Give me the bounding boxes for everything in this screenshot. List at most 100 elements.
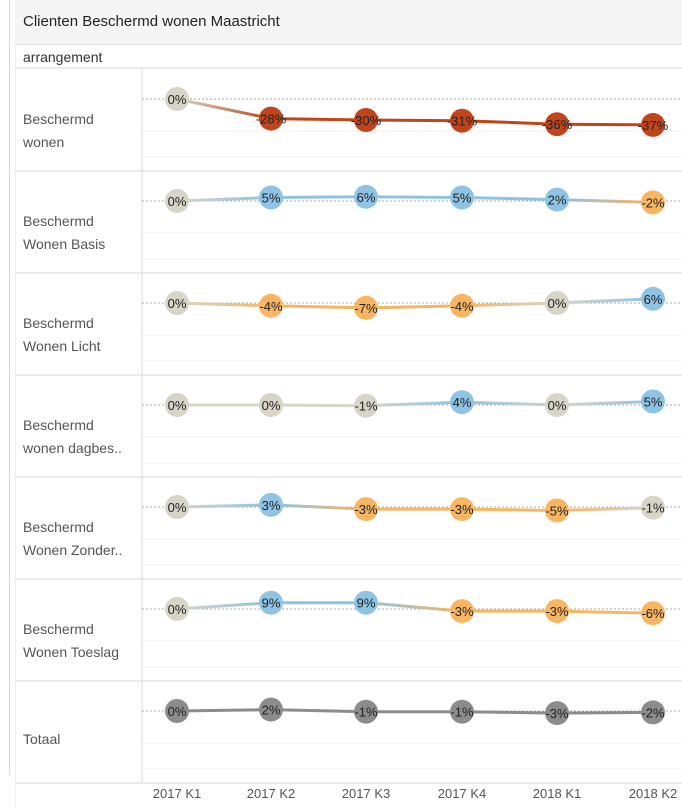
data-label: 3%: [262, 498, 281, 513]
series-line-segment: [175, 503, 273, 509]
data-label: 9%: [357, 596, 376, 611]
row-label-2-line-2: Wonen Basis: [23, 236, 105, 252]
x-tick-label: 2017 K2: [247, 786, 295, 801]
data-label: 0%: [548, 398, 567, 413]
data-point: [545, 599, 569, 624]
row-header-label: arrangement: [23, 49, 103, 65]
data-label: -1%: [450, 705, 474, 720]
data-label: -2%: [641, 195, 665, 210]
data-point: [641, 495, 665, 520]
series-line-segment: [175, 708, 273, 713]
data-point: [450, 497, 474, 522]
series-line-segment: [175, 196, 273, 203]
data-point: [259, 393, 283, 417]
data-point: [545, 701, 569, 726]
data-label: 0%: [168, 704, 187, 719]
data-label: -2%: [641, 705, 665, 720]
data-point: [354, 590, 378, 615]
data-point: [545, 291, 569, 315]
data-label: -6%: [641, 606, 665, 621]
data-point: [165, 495, 189, 519]
x-tick-label: 2018 K1: [533, 786, 581, 801]
data-label: 0%: [168, 602, 187, 617]
data-label: -30%: [351, 113, 382, 128]
series-line-segment: [269, 117, 368, 122]
series-line-segment: [364, 118, 464, 123]
data-point: [450, 108, 474, 133]
data-label: 5%: [453, 191, 472, 206]
series-line-segment: [555, 400, 655, 407]
data-label: 9%: [262, 596, 281, 611]
data-point: [545, 187, 569, 212]
data-label: -4%: [450, 299, 474, 314]
series-line-segment: [555, 297, 655, 305]
series-line-segment: [555, 122, 655, 127]
title-bar: Clienten Beschermd wonen Maastricht: [15, 0, 682, 45]
x-tick-label: 2017 K4: [438, 786, 486, 801]
data-point: [259, 185, 283, 210]
data-point: [450, 699, 474, 724]
series-line-segment: [175, 301, 273, 308]
series-line-segment: [269, 304, 368, 310]
data-label: -1%: [354, 705, 378, 720]
x-tick-label: 2018 K2: [629, 786, 677, 801]
data-point: [641, 286, 665, 311]
data-point: [165, 189, 189, 213]
data-point: [354, 393, 378, 418]
data-label: -3%: [545, 604, 569, 619]
data-point: [354, 295, 378, 320]
data-label: -31%: [447, 114, 478, 129]
data-point: [450, 185, 474, 210]
series-line-segment: [175, 97, 273, 121]
row-label-3-line-1: Beschermd: [23, 315, 94, 331]
data-label: -5%: [545, 504, 569, 519]
row-label-2-line-1: Beschermd: [23, 213, 94, 229]
series-line-segment: [364, 304, 464, 310]
x-tick-label: 2017 K1: [153, 786, 201, 801]
series-line-segment: [555, 710, 655, 715]
series-line-segment: [364, 601, 464, 613]
data-point: [165, 291, 189, 315]
left-panel-edge: [0, 0, 10, 775]
data-point: [259, 293, 283, 318]
data-label: 5%: [644, 395, 663, 410]
series-line-segment: [460, 196, 559, 202]
data-label: -36%: [542, 117, 573, 132]
series-line-segment: [460, 400, 559, 407]
x-tick-label: 2017 K3: [342, 786, 390, 801]
data-label: 5%: [262, 191, 281, 206]
data-label: -37%: [638, 118, 669, 133]
data-point: [259, 590, 283, 615]
data-point: [641, 389, 665, 414]
data-point: [641, 190, 665, 215]
series-line-segment: [460, 301, 559, 308]
series-line-segment: [175, 601, 273, 611]
data-label: -28%: [256, 112, 287, 127]
data-label: 0%: [168, 296, 187, 311]
row-label-5-line-2: Wonen Zonder..: [23, 542, 122, 558]
row-label-4-line-1: Beschermd: [23, 417, 94, 433]
data-point: [165, 597, 189, 621]
row-label-5-line-1: Beschermd: [23, 519, 94, 535]
series-line-segment: [269, 503, 368, 511]
data-label: -1%: [641, 501, 665, 516]
row-label-1-line-1: Beschermd: [23, 111, 94, 127]
series-line-segment: [269, 708, 368, 714]
data-point: [545, 112, 569, 137]
data-point: [545, 393, 569, 417]
data-point: [165, 393, 189, 417]
data-point: [165, 699, 189, 723]
series-line-segment: [555, 506, 655, 512]
data-point: [450, 599, 474, 624]
series-line-segment: [269, 403, 368, 408]
data-point: [165, 87, 189, 111]
data-label: -3%: [450, 604, 474, 619]
data-point: [545, 498, 569, 523]
data-point: [259, 106, 283, 131]
row-label-6-line-2: Wonen Toeslag: [23, 644, 119, 660]
row-label-6-line-1: Beschermd: [23, 621, 94, 637]
data-point: [450, 293, 474, 318]
series-line-segment: [269, 195, 368, 199]
data-label: 0%: [168, 92, 187, 107]
data-label: 0%: [548, 296, 567, 311]
